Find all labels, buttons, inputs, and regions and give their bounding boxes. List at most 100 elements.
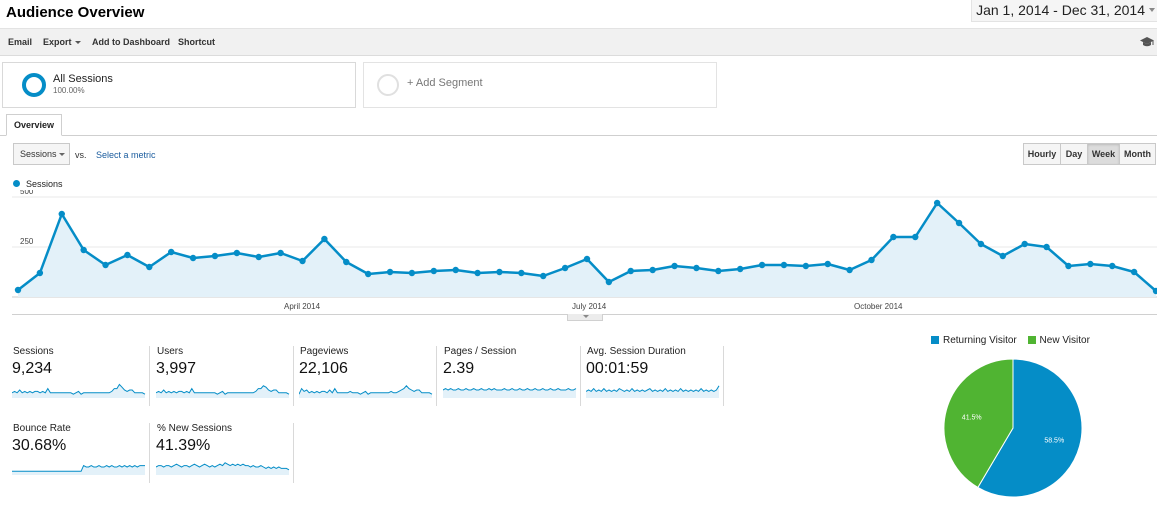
metric-selector[interactable]: Sessions [13, 143, 70, 165]
chevron-down-icon [74, 41, 81, 44]
pie-slice-returning[interactable] [977, 358, 1083, 498]
select-metric-link[interactable]: Select a metric [96, 150, 156, 160]
data-point[interactable] [36, 269, 44, 277]
x-tick-label-april: April 2014 [284, 302, 321, 311]
data-point[interactable] [167, 248, 175, 256]
data-point[interactable] [255, 253, 262, 261]
data-point[interactable] [605, 278, 613, 286]
data-point[interactable] [518, 269, 525, 277]
data-point[interactable] [233, 249, 241, 257]
series-dot-icon [13, 180, 20, 187]
data-point[interactable] [933, 199, 941, 207]
metric-card[interactable]: Pageviews 22,106 [294, 346, 437, 406]
data-point[interactable] [80, 246, 87, 254]
metric-sparkline [156, 385, 290, 398]
add-to-dashboard-button[interactable]: Add to Dashboard [92, 37, 170, 47]
sessions-line-chart: 500 250 April 2014 July 2014 October 201… [12, 190, 1157, 311]
data-point[interactable] [343, 258, 350, 266]
graduation-cap-icon[interactable] [1140, 36, 1154, 48]
data-point[interactable] [277, 249, 284, 257]
data-point[interactable] [58, 210, 65, 218]
data-point[interactable] [693, 264, 700, 272]
data-point[interactable] [189, 254, 197, 262]
sessions-points [14, 199, 1157, 295]
metric-label: Sessions [13, 346, 54, 357]
segment-circle-icon [22, 73, 46, 97]
metric-value: 3,997 [156, 360, 197, 377]
data-point[interactable] [1043, 243, 1050, 251]
data-point[interactable] [1065, 262, 1072, 270]
empty-circle-icon [377, 74, 399, 96]
data-point[interactable] [452, 266, 459, 274]
data-point[interactable] [561, 264, 569, 272]
data-point[interactable] [386, 268, 394, 276]
data-point[interactable] [299, 257, 306, 265]
data-point[interactable] [780, 261, 788, 269]
data-point[interactable] [583, 255, 591, 263]
hourly-button[interactable]: Hourly [1024, 144, 1061, 164]
metric-value: 9,234 [12, 360, 53, 377]
data-point[interactable] [211, 252, 219, 260]
metric-card[interactable]: % New Sessions 41.39% [151, 423, 294, 483]
metric-card[interactable]: Sessions 9,234 [7, 346, 150, 406]
data-point[interactable] [124, 251, 131, 259]
data-point[interactable] [890, 233, 897, 241]
metric-card[interactable]: Users 3,997 [151, 346, 294, 406]
pie-slice-label: 58.5% [1044, 437, 1064, 444]
metric-selector-label: Sessions [20, 149, 57, 159]
tab-overview[interactable]: Overview [6, 114, 62, 136]
data-point[interactable] [1130, 268, 1138, 276]
month-button[interactable]: Month [1124, 149, 1151, 159]
date-range-picker[interactable]: Jan 1, 2014 - Dec 31, 2014 [971, 0, 1157, 22]
metric-card[interactable]: Avg. Session Duration 00:01:59 [581, 346, 724, 406]
data-point[interactable] [364, 270, 372, 278]
day-button[interactable]: Day [1061, 144, 1088, 164]
data-point[interactable] [430, 267, 438, 275]
metric-value: 22,106 [299, 360, 348, 377]
week-button[interactable]: Week [1088, 144, 1120, 164]
data-point[interactable] [540, 272, 547, 280]
data-point[interactable] [977, 240, 985, 248]
metric-card[interactable]: Pages / Session 2.39 [438, 346, 581, 406]
metric-card[interactable]: Bounce Rate 30.68% [7, 423, 150, 483]
export-button[interactable]: Export [43, 37, 81, 47]
data-point[interactable] [649, 266, 656, 274]
legend-returning: Returning Visitor [943, 335, 1017, 346]
tab-divider [0, 135, 1157, 136]
data-point[interactable] [474, 269, 481, 277]
data-point[interactable] [955, 219, 963, 227]
data-point[interactable] [824, 260, 831, 268]
data-point[interactable] [146, 263, 153, 271]
data-point[interactable] [1021, 240, 1028, 248]
x-tick-label-october: October 2014 [854, 302, 903, 311]
granularity-toggle: Hourly Day Week Month [1023, 143, 1156, 165]
data-point[interactable] [14, 286, 22, 294]
data-point[interactable] [999, 252, 1007, 260]
timeline-handle[interactable] [567, 314, 603, 321]
data-point[interactable] [627, 267, 634, 275]
data-point[interactable] [1087, 260, 1094, 268]
add-segment-button[interactable]: + Add Segment [363, 62, 717, 108]
data-point[interactable] [802, 262, 810, 270]
data-point[interactable] [408, 269, 416, 277]
data-point[interactable] [496, 268, 503, 276]
data-point[interactable] [736, 265, 744, 273]
vs-label: vs. [75, 150, 87, 160]
data-point[interactable] [846, 266, 853, 274]
segment-all-sessions[interactable]: All Sessions 100.00% [2, 62, 356, 108]
email-button[interactable]: Email [8, 37, 33, 47]
y-tick-label-500: 500 [20, 190, 34, 196]
data-point[interactable] [671, 262, 678, 270]
data-point[interactable] [758, 261, 766, 269]
legend-sessions: Sessions [26, 179, 63, 189]
data-point[interactable] [1109, 262, 1116, 270]
data-point[interactable] [102, 261, 109, 269]
pie-slice-new[interactable] [943, 358, 1014, 489]
metric-label: Users [157, 346, 184, 357]
data-point[interactable] [321, 235, 328, 243]
data-point[interactable] [868, 256, 875, 264]
data-point[interactable] [1152, 287, 1157, 295]
data-point[interactable] [912, 233, 919, 241]
data-point[interactable] [715, 267, 722, 275]
shortcut-button[interactable]: Shortcut [178, 37, 215, 47]
